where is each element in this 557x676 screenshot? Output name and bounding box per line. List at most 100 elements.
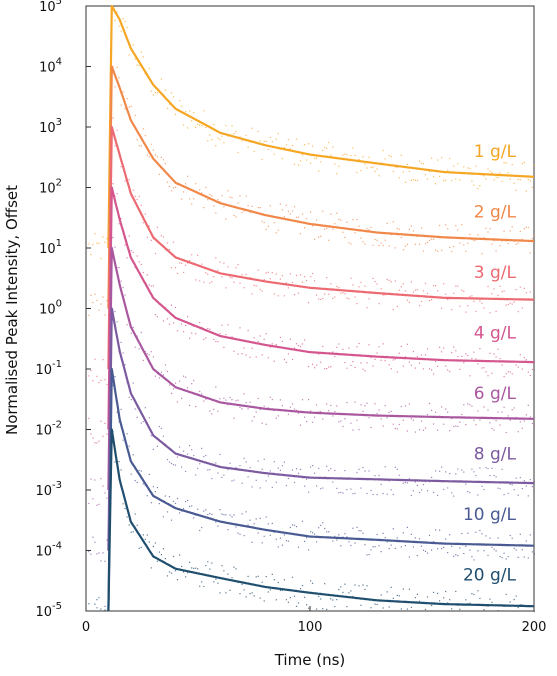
data-point	[189, 260, 191, 262]
y-tick-exponent: 0	[56, 299, 62, 310]
data-point	[527, 495, 529, 497]
series-label-3-g-l: 3 g/L	[474, 263, 517, 283]
data-point	[497, 176, 499, 179]
data-point	[265, 272, 267, 274]
data-point	[304, 227, 306, 229]
data-point	[261, 581, 263, 583]
data-point	[358, 286, 360, 288]
data-point	[326, 368, 328, 370]
data-point	[455, 178, 457, 180]
data-point	[392, 528, 394, 530]
data-point	[410, 606, 412, 608]
data-point	[465, 311, 467, 313]
data-point	[527, 179, 529, 181]
data-point	[88, 314, 90, 316]
data-point	[285, 361, 287, 364]
data-point	[146, 534, 148, 536]
data-point	[209, 328, 211, 330]
data-point	[509, 419, 511, 421]
data-point	[483, 307, 485, 309]
series-line-4-g-l	[107, 186, 534, 430]
data-point	[346, 221, 348, 223]
data-point	[360, 237, 362, 239]
data-point	[245, 596, 247, 598]
data-point	[344, 418, 346, 420]
data-point	[231, 577, 233, 579]
data-point	[134, 408, 136, 410]
data-point	[132, 454, 134, 456]
data-point	[499, 172, 501, 174]
data-point	[511, 537, 513, 539]
data-point	[418, 538, 421, 540]
data-point	[447, 369, 449, 371]
data-point	[374, 170, 376, 172]
data-point	[156, 316, 158, 318]
data-point	[451, 545, 453, 547]
data-point	[487, 285, 489, 288]
data-point	[231, 399, 233, 401]
data-point	[418, 160, 421, 162]
data-point	[261, 158, 263, 161]
data-point	[368, 417, 370, 419]
data-point	[181, 397, 183, 399]
data-point	[261, 468, 263, 470]
data-point	[181, 105, 183, 107]
data-point	[328, 293, 330, 295]
data-point	[293, 595, 296, 597]
data-point	[174, 267, 177, 269]
data-point	[100, 303, 102, 305]
data-point	[431, 157, 433, 159]
data-point	[277, 295, 279, 297]
data-point	[390, 586, 392, 588]
data-point	[205, 398, 207, 400]
data-point	[104, 609, 106, 611]
data-point	[414, 289, 416, 291]
data-point	[215, 212, 217, 214]
data-point	[328, 469, 330, 472]
data-point	[416, 289, 418, 291]
data-point	[402, 482, 404, 484]
data-point	[114, 461, 116, 463]
data-point	[406, 608, 408, 610]
data-point	[174, 382, 177, 384]
data-point	[239, 282, 241, 284]
data-point	[487, 168, 489, 170]
data-point	[348, 347, 350, 349]
data-point	[447, 228, 449, 230]
data-point	[189, 445, 191, 447]
data-point	[130, 250, 132, 252]
data-point	[378, 245, 380, 247]
data-point	[312, 225, 314, 227]
data-point	[142, 534, 144, 536]
data-point	[426, 490, 429, 492]
data-point	[203, 585, 205, 588]
data-point	[295, 605, 298, 607]
data-point	[418, 429, 421, 431]
data-point	[398, 289, 400, 291]
data-point	[354, 401, 356, 403]
data-point	[144, 213, 146, 215]
data-point	[281, 340, 283, 342]
data-point	[259, 207, 261, 209]
data-point	[189, 198, 191, 200]
data-point	[122, 439, 124, 441]
data-point	[170, 519, 173, 521]
data-point	[441, 548, 443, 550]
data-point	[314, 238, 316, 240]
data-point	[140, 470, 142, 472]
data-point	[120, 469, 122, 471]
data-point	[193, 517, 195, 519]
data-point	[241, 408, 243, 410]
data-point	[366, 585, 368, 587]
data-point	[301, 343, 304, 345]
data-point	[203, 110, 205, 112]
data-point	[241, 482, 243, 484]
data-point	[392, 493, 394, 496]
data-point	[398, 352, 400, 354]
data-point	[140, 546, 142, 548]
data-point	[392, 170, 394, 173]
data-point	[269, 534, 271, 536]
data-point	[453, 246, 455, 248]
data-point	[90, 433, 92, 435]
data-point	[348, 298, 350, 300]
